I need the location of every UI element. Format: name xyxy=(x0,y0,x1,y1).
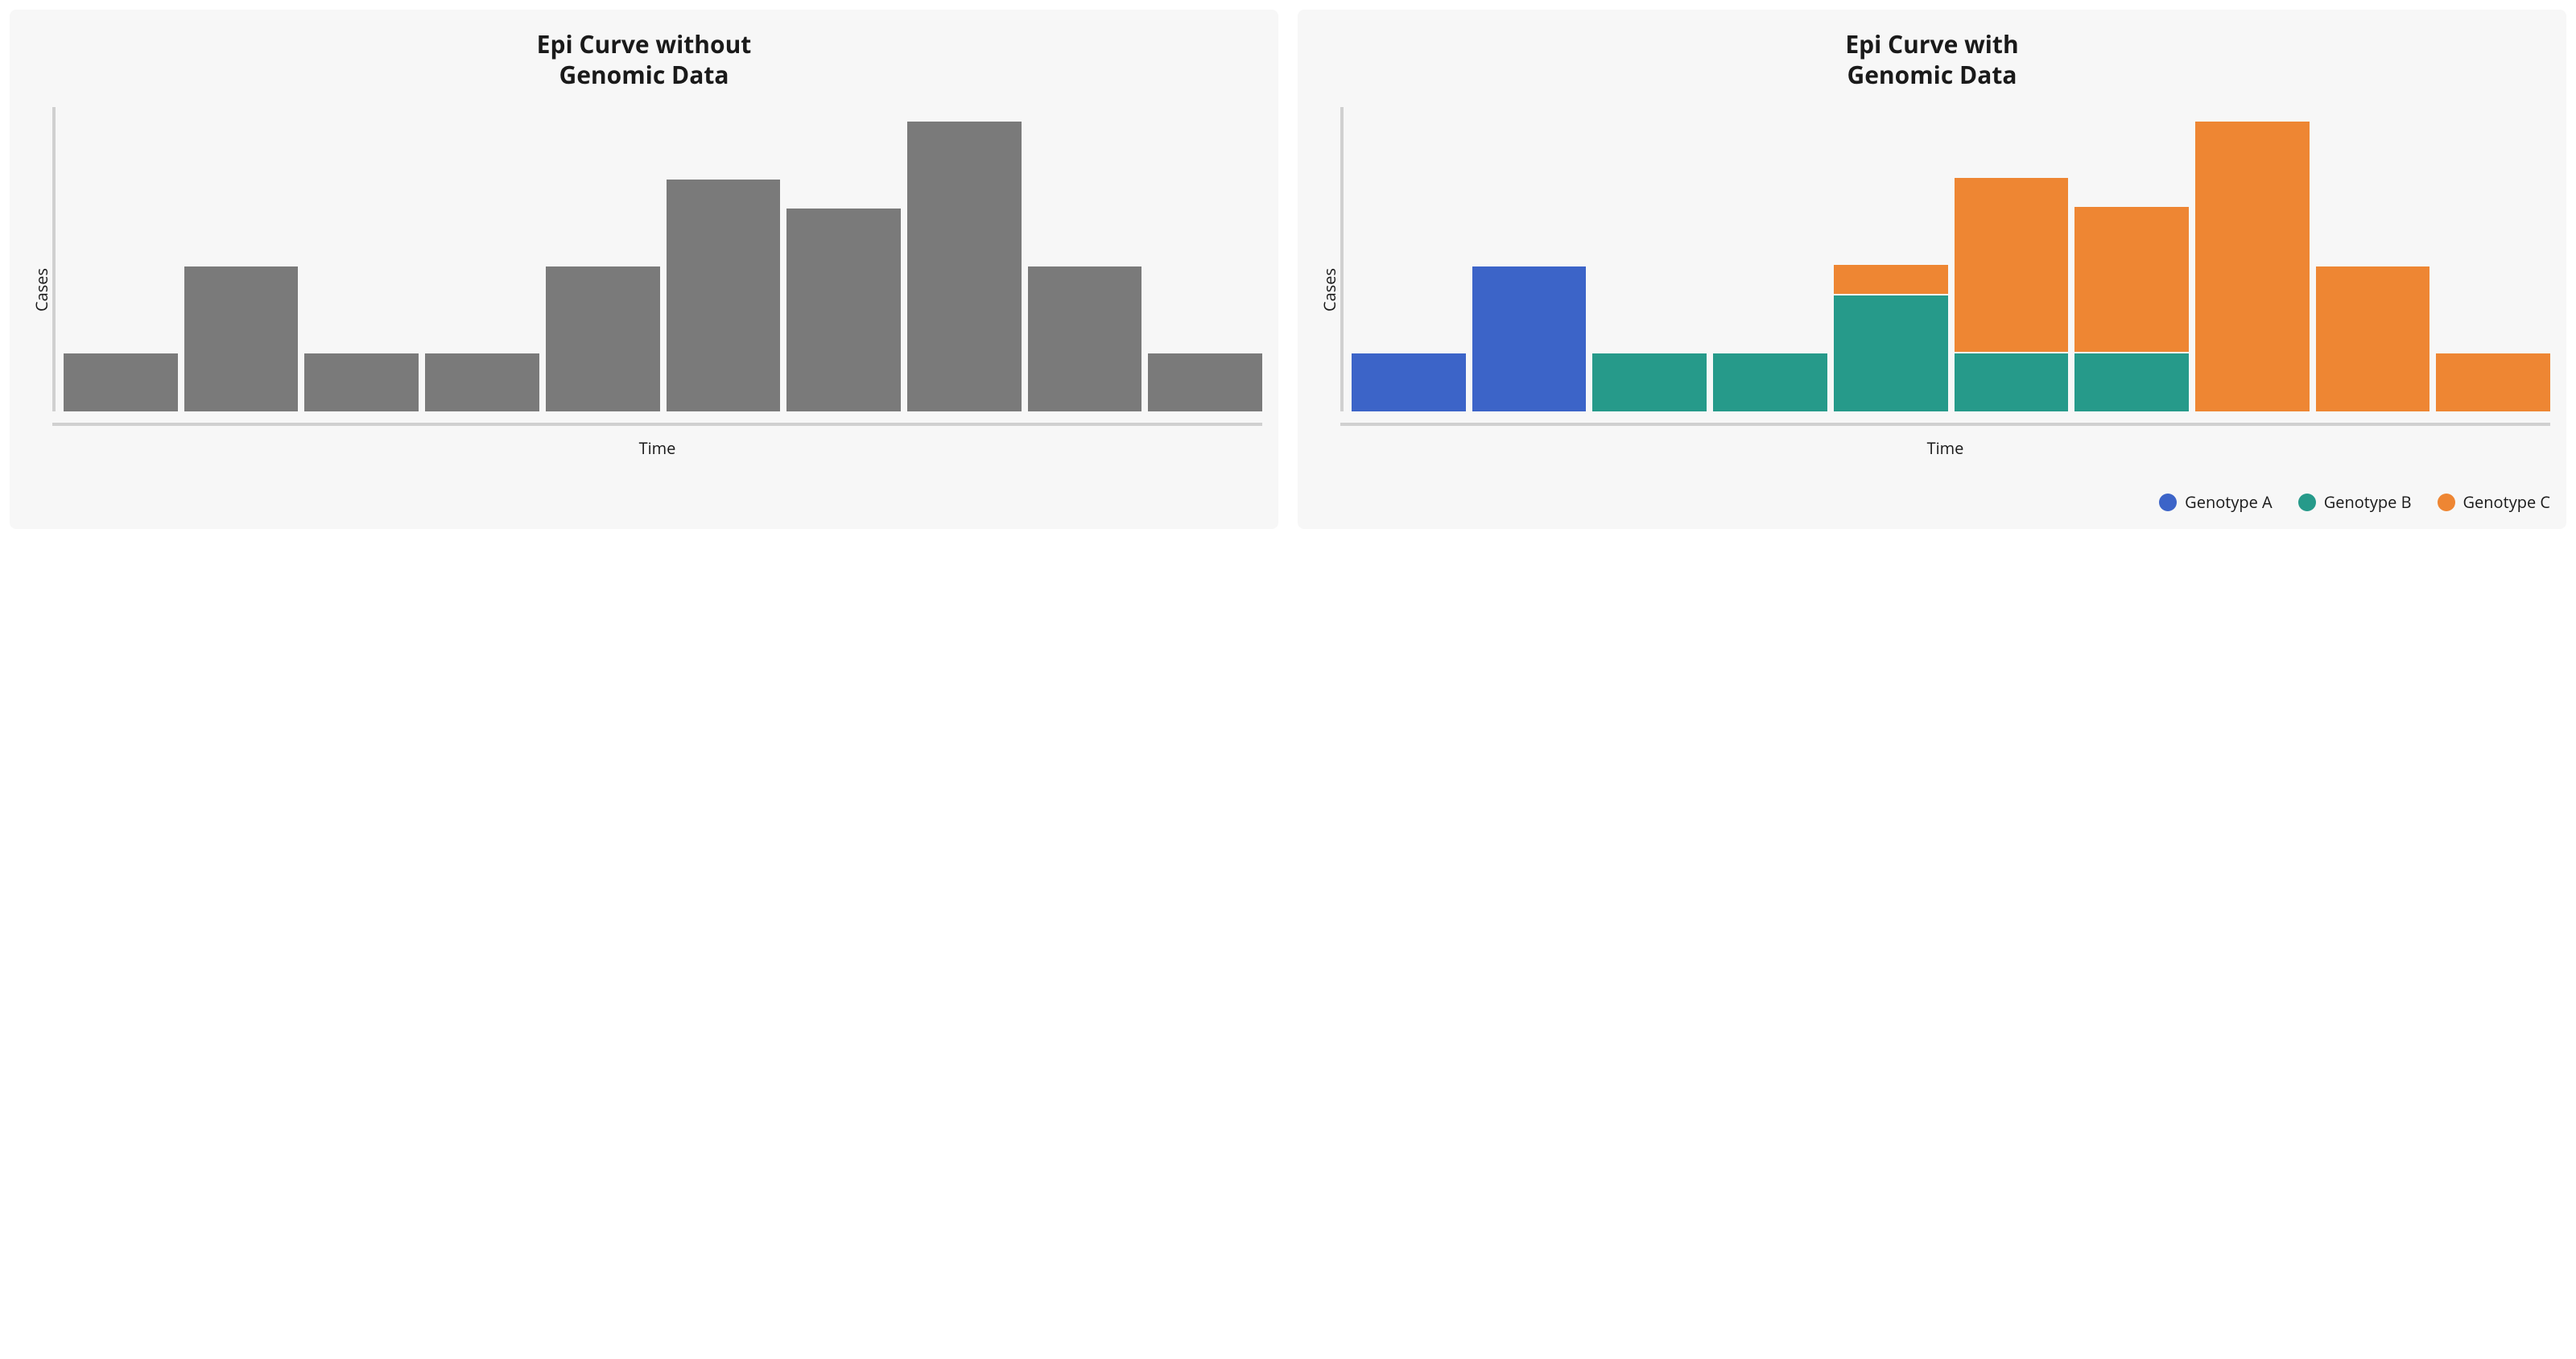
chart-row-left: Cases Time xyxy=(26,122,1262,459)
bars-left xyxy=(64,122,1262,411)
legend-item: Genotype C xyxy=(2438,491,2550,513)
panel-left-title: Epi Curve without Genomic Data xyxy=(26,29,1262,89)
bar-segment xyxy=(1352,353,1466,411)
bar-segment xyxy=(64,353,178,411)
bar-segment xyxy=(184,266,299,411)
bar xyxy=(1352,122,1466,411)
bar-segment xyxy=(546,266,660,411)
bar xyxy=(304,122,419,411)
plot-wrap-right: Time xyxy=(1340,122,2550,459)
panel-right-title: Epi Curve with Genomic Data xyxy=(1314,29,2550,89)
x-axis-line xyxy=(52,423,1262,426)
bar-segment xyxy=(425,353,539,411)
bar xyxy=(1592,122,1707,411)
x-axis-label: Time xyxy=(1340,437,2550,459)
plot-left xyxy=(52,122,1262,411)
legend-item: Genotype A xyxy=(2159,491,2273,513)
bar-segment xyxy=(1028,266,1142,411)
bar-segment xyxy=(786,209,901,411)
bar-segment xyxy=(907,122,1022,411)
panel-right: Epi Curve with Genomic Data Cases Time G… xyxy=(1298,10,2566,529)
bar xyxy=(1955,122,2069,411)
bar xyxy=(907,122,1022,411)
bar xyxy=(2074,122,2189,411)
bar xyxy=(1028,122,1142,411)
bar xyxy=(425,122,539,411)
y-axis-label: Cases xyxy=(26,268,52,312)
bar xyxy=(1834,122,1948,411)
y-axis-label: Cases xyxy=(1314,268,1340,312)
bar-segment xyxy=(1713,353,1827,411)
title-line: Genomic Data xyxy=(559,58,729,91)
bar-segment xyxy=(1834,265,1948,294)
legend-swatch xyxy=(2298,494,2316,511)
title-line: Epi Curve without xyxy=(537,27,752,60)
bars-right xyxy=(1352,122,2550,411)
legend-swatch xyxy=(2438,494,2455,511)
x-axis-line xyxy=(1340,423,2550,426)
bar xyxy=(64,122,178,411)
bar-segment xyxy=(2436,353,2550,411)
plot-right xyxy=(1340,122,2550,411)
legend-item: Genotype B xyxy=(2298,491,2412,513)
bar-segment xyxy=(1472,266,1587,411)
legend-label: Genotype C xyxy=(2463,491,2550,513)
bar-segment xyxy=(2074,353,2189,411)
bar xyxy=(786,122,901,411)
bar xyxy=(546,122,660,411)
x-axis-label: Time xyxy=(52,437,1262,459)
panel-left: Epi Curve without Genomic Data Cases Tim… xyxy=(10,10,1278,529)
bar xyxy=(667,122,781,411)
bar xyxy=(1472,122,1587,411)
chart-row-right: Cases Time xyxy=(1314,122,2550,459)
bar-segment xyxy=(667,180,781,411)
plot-wrap-left: Time xyxy=(52,122,1262,459)
bar-segment xyxy=(1955,353,2069,411)
y-axis-line xyxy=(1340,107,1344,411)
y-axis-line xyxy=(52,107,56,411)
bar-segment xyxy=(1955,178,2069,352)
bar xyxy=(184,122,299,411)
bar-segment xyxy=(304,353,419,411)
figure: Epi Curve without Genomic Data Cases Tim… xyxy=(0,0,2576,539)
legend-swatch xyxy=(2159,494,2177,511)
bar-segment xyxy=(2316,266,2430,411)
bar-segment xyxy=(2195,122,2310,411)
bar xyxy=(1713,122,1827,411)
bar xyxy=(2316,122,2430,411)
bar xyxy=(1148,122,1262,411)
legend-label: Genotype B xyxy=(2324,491,2412,513)
bar-segment xyxy=(1592,353,1707,411)
legend: Genotype A Genotype B Genotype C xyxy=(1314,459,2550,513)
bar xyxy=(2436,122,2550,411)
bar-segment xyxy=(1148,353,1262,411)
title-line: Epi Curve with xyxy=(1845,27,2018,60)
bar-segment xyxy=(2074,207,2189,352)
bar xyxy=(2195,122,2310,411)
legend-label: Genotype A xyxy=(2185,491,2273,513)
bar-segment xyxy=(1834,295,1948,411)
title-line: Genomic Data xyxy=(1847,58,2017,91)
